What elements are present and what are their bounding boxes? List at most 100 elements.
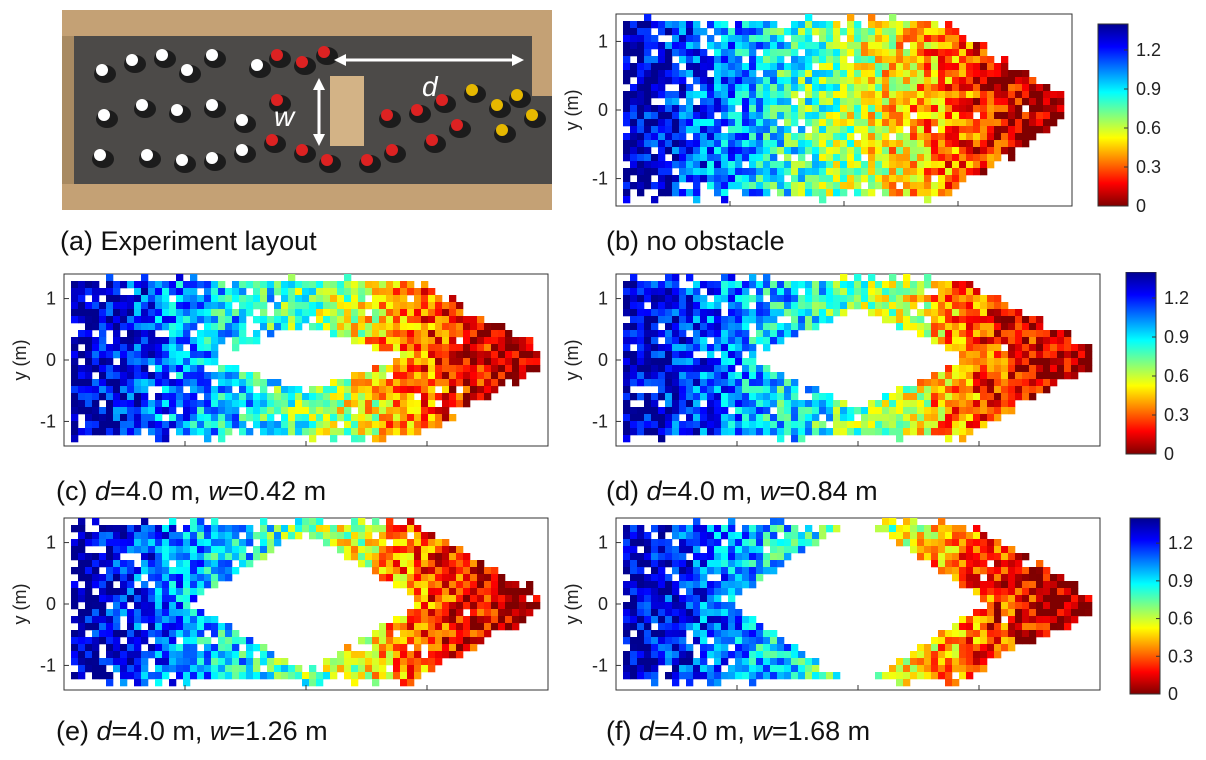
heatmap-cell [92,309,100,317]
heatmap-cell [931,393,939,401]
heatmap-cell [756,35,764,43]
heatmap-cell [966,70,974,78]
heatmap-cell [78,428,86,436]
heatmap-cell [309,679,317,687]
heatmap-cell [176,309,184,317]
heatmap-cell [365,539,373,547]
heatmap-cell [721,295,729,303]
heatmap-cell [896,400,904,408]
heatmap-cell [735,175,743,183]
heatmap-cell [1029,386,1037,394]
heatmap-cell [637,630,645,638]
heatmap-cell [959,77,967,85]
heatmap-cell [623,288,631,296]
heatmap-cell [840,161,848,169]
heatmap-cell [400,344,408,352]
heatmap-cell [973,168,981,176]
heatmap-cell [414,539,422,547]
heatmap-cell [637,539,645,547]
heatmap-cell [945,386,953,394]
heatmap-cell [917,140,925,148]
heatmap-cell [742,49,750,57]
heatmap-cell [148,323,156,331]
heatmap-cell [742,358,750,366]
heatmap-cell [735,386,743,394]
heatmap-cell [183,337,191,345]
y-axis-label: y (m) [562,90,582,131]
heatmap-cell [875,91,883,99]
heatmap-cell [763,105,771,113]
heatmap-cell [218,379,226,387]
heatmap-cell [637,295,645,303]
heatmap-cell [644,28,652,36]
heatmap-cell [812,98,820,106]
heatmap-cell [658,581,666,589]
heatmap-cell [155,623,163,631]
heatmap-cell [840,295,848,303]
heatmap-cell [651,295,659,303]
heatmap-cell [770,644,778,652]
heatmap-cell [470,379,478,387]
heatmap-cell [917,323,925,331]
heatmap-cell [805,302,813,310]
heatmap-cell [148,372,156,380]
heatmap-cell [176,365,184,373]
heatmap-cell [155,358,163,366]
heatmap-cell [959,379,967,387]
heatmap-cell [917,28,925,36]
heatmap-cell [1043,119,1051,127]
heatmap-cell [854,105,862,113]
heatmap-cell [791,49,799,57]
heatmap-cell [176,302,184,310]
heatmap-cell [134,407,142,415]
heatmap-cell [875,84,883,92]
heatmap-cell [190,560,198,568]
heatmap-cell [134,630,142,638]
heatmap-cell [917,386,925,394]
heatmap-cell [637,161,645,169]
heatmap-cell [623,112,631,120]
heatmap-cell [882,98,890,106]
heatmap-cell [267,428,275,436]
heatmap-cell [148,428,156,436]
heatmap-cell [92,581,100,589]
heatmap-cell [477,330,485,338]
heatmap-cell [1043,379,1051,387]
photo-person-helmet [266,134,278,146]
heatmap-cell [756,379,764,387]
heatmap-cell [637,98,645,106]
heatmap-cell [155,414,163,422]
heatmap-cell [707,400,715,408]
heatmap-cell [945,161,953,169]
heatmap-cell [414,574,422,582]
heatmap-cell [141,588,149,596]
heatmap-cell [120,546,128,554]
heatmap-cell [987,119,995,127]
heatmap-cell [854,295,862,303]
heatmap-cell [71,365,79,373]
heatmap-cell [672,42,680,50]
heatmap-cell [365,302,373,310]
heatmap-cell [295,302,303,310]
heatmap-cell [854,281,862,289]
heatmap-cell [400,553,408,561]
heatmap-cell [183,330,191,338]
heatmap-cell [218,546,226,554]
heatmap-cell [99,386,107,394]
heatmap-cell [1015,91,1023,99]
heatmap-cell [875,147,883,155]
heatmap-cell [92,560,100,568]
heatmap-cell [155,393,163,401]
heatmap-cell [686,63,694,71]
heatmap-cell [71,407,79,415]
heatmap-cell [679,133,687,141]
heatmap-cell [686,679,694,687]
heatmap-cell [770,672,778,680]
heatmap-cell [665,281,673,289]
heatmap-cell [393,539,401,547]
heatmap-cell [693,140,701,148]
heatmap-cell [959,365,967,373]
heatmap-cell [274,421,282,429]
heatmap-cell [260,379,268,387]
heatmap-cell [1015,393,1023,401]
